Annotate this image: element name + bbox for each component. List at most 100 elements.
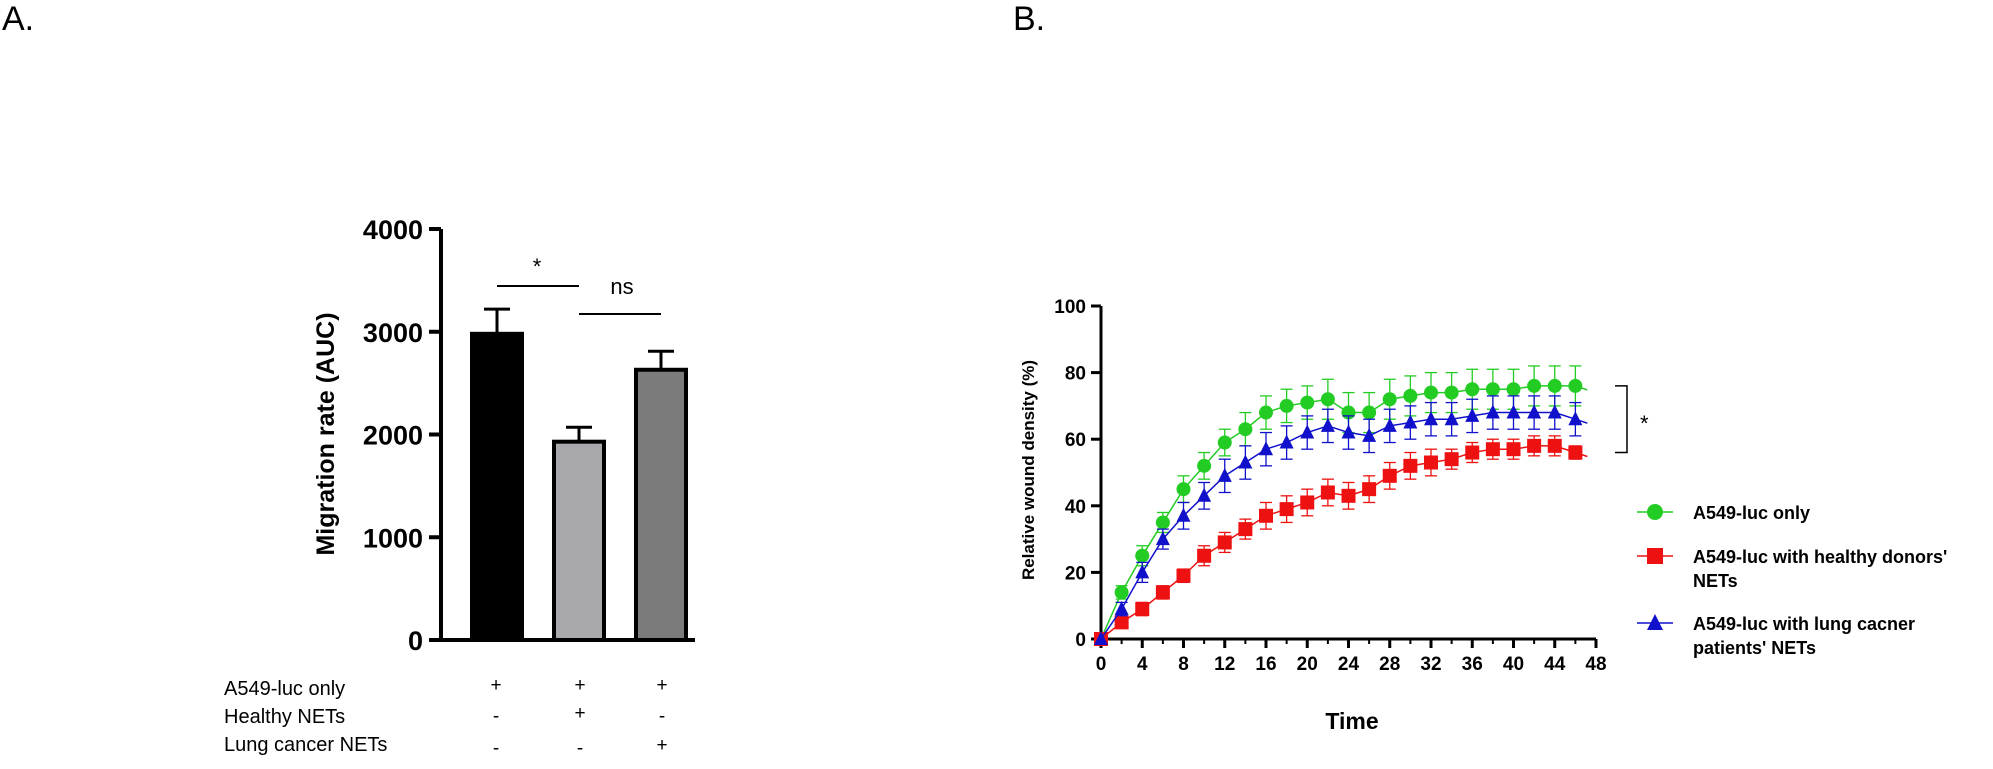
bar-2 — [634, 367, 688, 642]
data-point-0 — [1197, 458, 1212, 473]
legend-label-2-line2: patients' NETs — [1693, 638, 1816, 658]
data-point-1 — [1217, 535, 1232, 550]
data-point-1 — [1155, 585, 1170, 600]
data-point-0 — [1485, 382, 1500, 397]
data-point-2 — [1362, 427, 1377, 442]
data-point-1 — [1506, 442, 1521, 457]
legend-label-1-line2: NETs — [1693, 571, 1738, 591]
y-tick-label-a: 3000 — [363, 318, 423, 348]
legend-label-0: A549-luc only — [1693, 503, 1810, 523]
data-point-2 — [1568, 411, 1583, 426]
sign-r0-c0: + — [490, 675, 502, 696]
data-point-1 — [1300, 495, 1315, 510]
data-point-1 — [1341, 488, 1356, 503]
data-point-1 — [1465, 445, 1480, 460]
data-point-2 — [1135, 564, 1150, 579]
sign-r0-c2: + — [656, 675, 668, 696]
data-point-2 — [1155, 531, 1170, 546]
data-point-0 — [1568, 378, 1583, 393]
x-tick-label-b: 4 — [1137, 654, 1148, 675]
data-point-0 — [1547, 378, 1562, 393]
data-point-0 — [1465, 382, 1480, 397]
sig-label-2: ns — [610, 274, 633, 299]
data-point-1 — [1547, 438, 1562, 453]
sign-r1-c0: - — [492, 706, 500, 727]
data-point-2 — [1465, 407, 1480, 422]
data-point-2 — [1403, 414, 1418, 429]
condition-label-a549: A549-luc only — [224, 678, 346, 700]
sign-r2-c1: - — [576, 738, 584, 759]
sign-r2-c0: - — [492, 738, 500, 759]
panel-a-label: A. — [2, 0, 35, 38]
y-tick-label-b: 20 — [1065, 563, 1086, 584]
x-tick-label-b: 48 — [1585, 654, 1606, 675]
data-point-2 — [1114, 601, 1129, 616]
data-point-2 — [1217, 467, 1232, 482]
bar-1 — [552, 439, 606, 642]
data-point-0 — [1155, 515, 1170, 530]
data-point-1 — [1568, 445, 1583, 460]
x-tick-label-b: 24 — [1338, 654, 1360, 675]
data-point-1 — [1527, 438, 1542, 453]
data-point-2 — [1485, 404, 1500, 419]
bar-0 — [470, 331, 524, 642]
x-tick-label-b: 0 — [1096, 654, 1107, 675]
y-tick-label-a: 4000 — [363, 215, 423, 245]
data-point-1 — [1382, 468, 1397, 483]
data-point-0 — [1176, 482, 1191, 497]
sign-r1-c2: - — [658, 706, 666, 727]
data-point-2 — [1382, 417, 1397, 432]
data-point-1 — [1279, 502, 1294, 517]
series-line-0 — [1100, 385, 1576, 640]
y-tick-label-a: 1000 — [363, 523, 423, 553]
y-tick-label-a: 0 — [408, 626, 423, 656]
x-tick-label-b: 20 — [1297, 654, 1318, 675]
series-line-1 — [1100, 445, 1576, 640]
data-point-0 — [1300, 395, 1315, 410]
x-tick-label-b: 28 — [1379, 654, 1400, 675]
data-point-0 — [1238, 422, 1253, 437]
data-point-1 — [1320, 485, 1335, 500]
data-point-2 — [1444, 411, 1459, 426]
sig-label-1: * — [533, 254, 542, 279]
condition-label-lung: Lung cancer NETs — [224, 734, 388, 756]
legend-label-1: A549-luc with healthy donors' — [1693, 547, 1947, 567]
x-tick-label-b: 36 — [1462, 654, 1483, 675]
x-tick-label-b: 16 — [1255, 654, 1276, 675]
data-point-0 — [1424, 385, 1438, 400]
data-point-0 — [1506, 382, 1521, 397]
y-tick-label-b: 80 — [1065, 364, 1086, 385]
data-point-2 — [1547, 404, 1562, 419]
data-point-0 — [1403, 388, 1418, 403]
data-point-0 — [1135, 548, 1150, 563]
data-point-2 — [1259, 441, 1273, 456]
data-point-2 — [1094, 631, 1108, 645]
data-point-0 — [1382, 392, 1397, 407]
data-point-0 — [1114, 585, 1129, 600]
data-point-1 — [1135, 602, 1150, 617]
data-point-2 — [1176, 507, 1191, 522]
legend-marker-1 — [1647, 548, 1663, 564]
data-point-0 — [1527, 378, 1542, 393]
data-point-1 — [1424, 455, 1438, 470]
data-point-1 — [1197, 548, 1212, 563]
legend-marker-2 — [1647, 614, 1663, 630]
data-point-0 — [1444, 385, 1459, 400]
data-point-1 — [1362, 482, 1377, 497]
condition-label-healthy: Healthy NETs — [224, 706, 346, 728]
x-tick-label-b: 12 — [1214, 654, 1235, 675]
data-point-1 — [1485, 442, 1500, 457]
x-tick-label-b: 44 — [1544, 654, 1566, 675]
x-tick-label-b: 32 — [1420, 654, 1441, 675]
data-point-0 — [1362, 405, 1377, 420]
x-tick-label-b: 8 — [1178, 654, 1189, 675]
sign-r1-c1: + — [574, 703, 586, 724]
panel-b-label: B. — [1013, 0, 1046, 38]
x-tick-label-b: 40 — [1503, 654, 1524, 675]
data-point-0 — [1259, 405, 1273, 420]
sign-r0-c1: + — [574, 675, 586, 696]
data-point-2 — [1300, 424, 1315, 439]
sig-label-b: * — [1640, 411, 1649, 436]
data-point-0 — [1279, 398, 1294, 413]
data-point-2 — [1424, 411, 1438, 426]
